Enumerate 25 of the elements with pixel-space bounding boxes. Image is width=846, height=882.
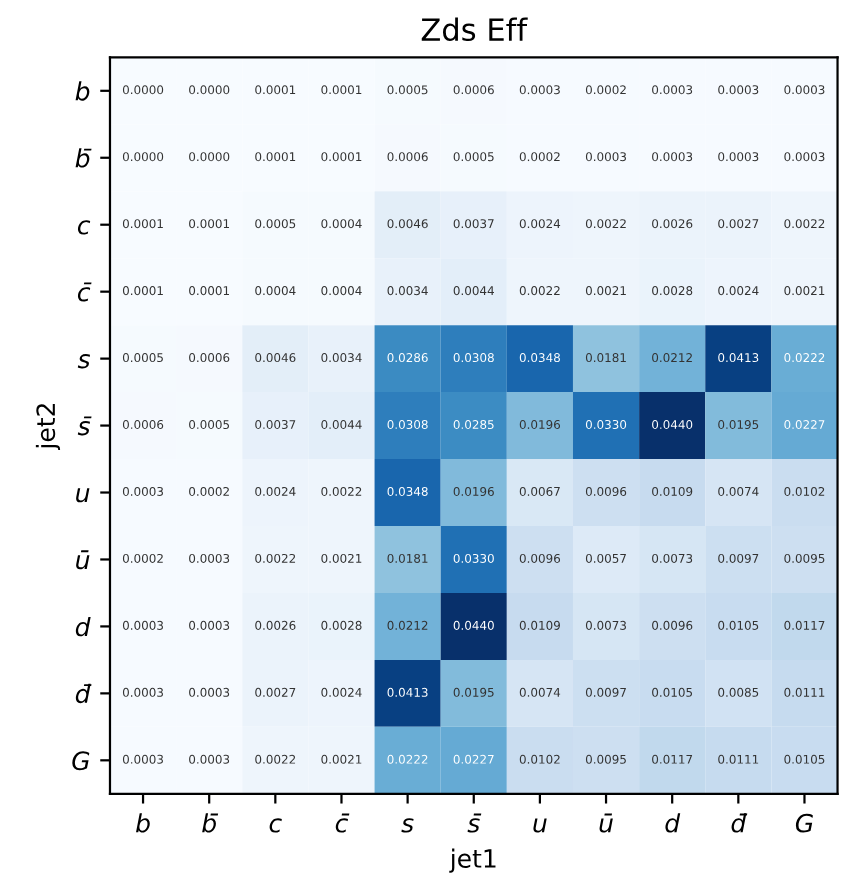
x-tick-label: s̄: [467, 813, 482, 833]
x-tick-label: u: [533, 818, 547, 833]
y-tick-label: s: [77, 354, 91, 369]
y-tick-label: ū: [76, 550, 90, 570]
x-tick-label: s: [401, 818, 414, 833]
x-tick-label: ū: [599, 813, 613, 833]
y-tick-label: b̄: [75, 148, 92, 168]
y-tick-label: c̄: [77, 282, 92, 302]
x-tick-label: d̄: [731, 813, 748, 833]
x-tick-label: d: [665, 813, 681, 833]
x-tick-label: c: [269, 818, 282, 833]
y-tick-label: s̄: [77, 416, 92, 436]
x-tick-label: b: [136, 813, 150, 833]
y-tick-label: d: [75, 616, 91, 637]
y-tick-label: c: [77, 220, 91, 235]
x-tick-label: G: [795, 813, 813, 833]
y-tick-label: G: [72, 751, 90, 771]
y-tick-label: u: [76, 488, 90, 503]
x-axis-title: jet1: [449, 848, 496, 873]
x-tick-label: c̄: [335, 813, 350, 833]
x-tick-label: b̄: [202, 813, 219, 833]
y-axis-title: jet2: [35, 404, 61, 451]
y-tick-label: d̄: [75, 683, 92, 704]
y-tick-label: b: [75, 81, 90, 101]
chart-title: Zds Eff: [421, 17, 528, 42]
